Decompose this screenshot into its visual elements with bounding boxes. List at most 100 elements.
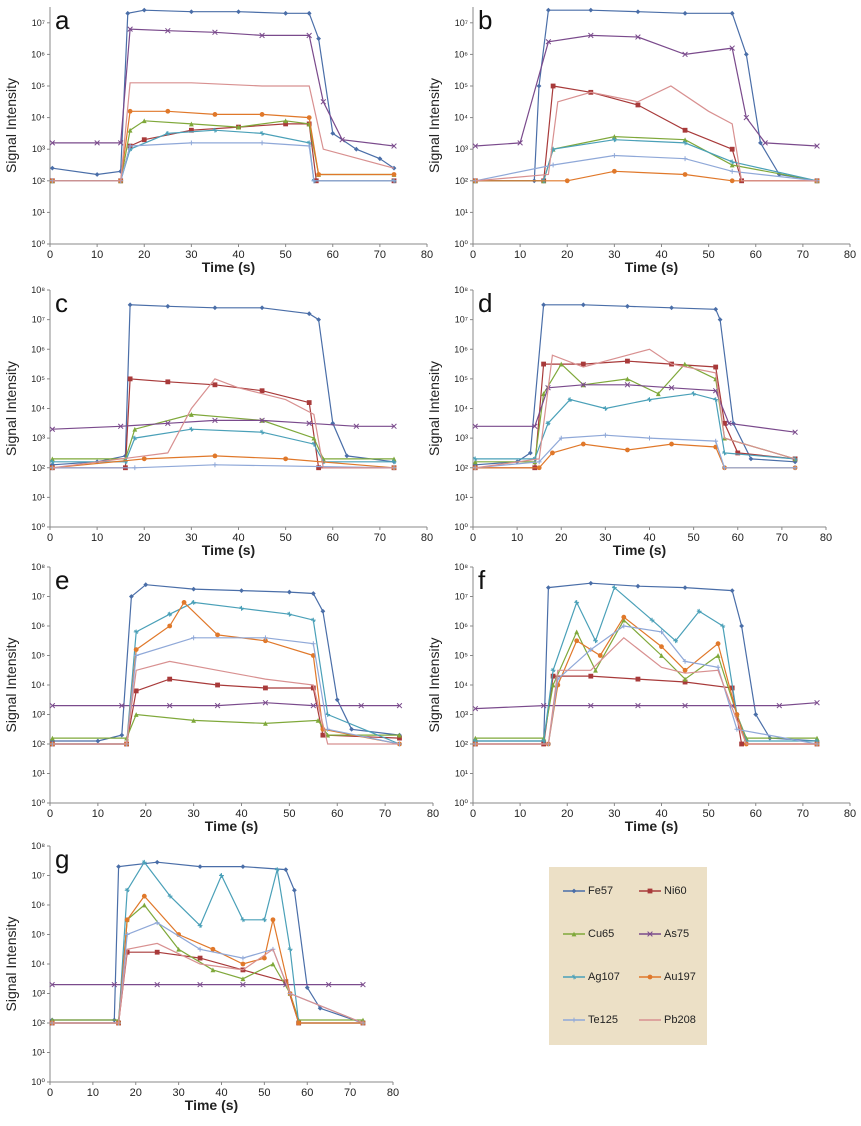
- data-point: [259, 32, 265, 39]
- data-point: [682, 585, 688, 591]
- y-tick-label: 10⁷: [32, 592, 45, 602]
- data-point: [215, 632, 220, 638]
- data-point: [739, 741, 745, 747]
- chart-panel-f: 0 10 20 30 40 50 60 70 80 10⁰ 10¹ 10² 10³ 10⁴ 10⁵ 10⁶ 10…: [426, 562, 856, 834]
- x-tick-label: 30: [608, 808, 620, 820]
- data-point: [167, 893, 173, 899]
- data-point: [133, 712, 139, 717]
- data-point: [167, 611, 173, 617]
- data-point: [545, 39, 552, 45]
- data-point: [132, 465, 138, 471]
- data-point: [682, 667, 688, 673]
- data-point: [611, 168, 617, 174]
- y-tick-label: 10⁷: [455, 592, 468, 602]
- series-pb208: [475, 637, 817, 745]
- data-point: [49, 702, 56, 709]
- data-point: [124, 932, 130, 937]
- x-tick-label: 30: [608, 249, 620, 261]
- y-tick-label: 10⁵: [31, 374, 45, 384]
- data-point: [325, 981, 332, 988]
- y-tick-label: 10⁰: [454, 798, 468, 808]
- y-tick-label: 10¹: [32, 769, 45, 779]
- data-point: [239, 588, 244, 593]
- data-point: [659, 644, 664, 650]
- chart-panel-c: 0 10 20 30 40 50 60 70 80 10⁰ 10¹ 10² 10³ 10⁴ 10⁵ 10⁶ 10…: [3, 285, 433, 558]
- y-tick-label: 10⁸: [454, 285, 468, 295]
- y-tick-label: 10²: [32, 739, 45, 749]
- series-line: [52, 861, 364, 1024]
- data-point: [212, 382, 218, 388]
- x-tick-label: 80: [820, 532, 832, 544]
- x-tick-label: 60: [750, 249, 762, 261]
- data-point: [353, 423, 360, 430]
- data-point: [541, 361, 546, 367]
- x-tick-label: 0: [470, 808, 476, 820]
- y-tick-label: 10⁵: [454, 374, 468, 384]
- data-point: [197, 946, 203, 952]
- data-point: [259, 305, 265, 311]
- legend-label-pb208: Pb208: [664, 1014, 696, 1026]
- y-tick-label: 10¹: [32, 492, 45, 502]
- series-line: [52, 123, 394, 182]
- x-tick-label: 50: [280, 532, 292, 544]
- data-point: [550, 162, 556, 168]
- data-point: [212, 305, 218, 311]
- data-point: [550, 673, 556, 679]
- y-tick-label: 10³: [455, 144, 468, 154]
- x-tick-label: 60: [327, 532, 339, 544]
- data-point: [240, 961, 246, 967]
- data-point: [397, 735, 402, 741]
- series-te125: [49, 920, 366, 1026]
- data-point: [682, 659, 688, 664]
- data-point: [541, 391, 546, 397]
- data-point: [540, 702, 547, 709]
- x-tick-label: 50: [703, 808, 715, 820]
- data-point: [317, 1005, 323, 1011]
- y-tick-label: 10⁶: [454, 621, 468, 631]
- data-point: [593, 638, 598, 644]
- data-point: [717, 317, 723, 323]
- data-point: [306, 311, 312, 317]
- data-point: [127, 127, 133, 133]
- data-point: [119, 732, 125, 738]
- data-point: [215, 682, 220, 688]
- data-point: [344, 453, 350, 459]
- data-point: [713, 438, 719, 444]
- data-point: [635, 676, 641, 682]
- y-tick-label: 10⁶: [454, 49, 468, 59]
- series-as75: [472, 382, 798, 435]
- series-line: [52, 702, 400, 707]
- chart-panel-b: 0 10 20 30 40 50 60 70 80 10⁰ 10¹ 10² 10³ 10⁴ 10⁵ 10⁶ 10…: [426, 5, 856, 275]
- data-point: [94, 172, 100, 177]
- chart-panel-d: 0 10 20 30 40 50 60 70 80 10⁰ 10¹ 10² 10³ 10⁴ 10⁵ 10⁶ 10…: [426, 285, 832, 558]
- data-point: [117, 423, 124, 430]
- data-point: [635, 34, 641, 40]
- series-line: [52, 82, 395, 182]
- data-point: [588, 673, 594, 679]
- series-line: [52, 464, 395, 469]
- data-point: [133, 647, 139, 652]
- series-line: [475, 616, 817, 745]
- y-tick-label: 10⁴: [454, 113, 468, 123]
- data-point: [191, 600, 197, 605]
- data-point: [715, 653, 721, 658]
- data-point: [176, 946, 182, 952]
- data-point: [132, 426, 138, 432]
- data-point: [283, 121, 289, 127]
- series-ag107: [472, 585, 820, 744]
- data-point: [758, 140, 763, 146]
- y-tick-label: 10⁶: [31, 621, 45, 631]
- data-point: [283, 867, 289, 872]
- legend-swatch-as75: [639, 931, 661, 937]
- x-tick-label: 50: [258, 1087, 270, 1099]
- data-point: [625, 303, 630, 309]
- data-point: [212, 453, 218, 459]
- data-point: [261, 917, 267, 923]
- y-tick-label: 10⁵: [454, 81, 468, 91]
- data-point: [792, 465, 798, 471]
- data-point: [472, 143, 479, 149]
- y-tick-label: 10⁴: [31, 113, 45, 123]
- data-point: [49, 981, 55, 988]
- x-tick-label: 20: [130, 1087, 142, 1099]
- x-tick-label: 0: [470, 249, 476, 261]
